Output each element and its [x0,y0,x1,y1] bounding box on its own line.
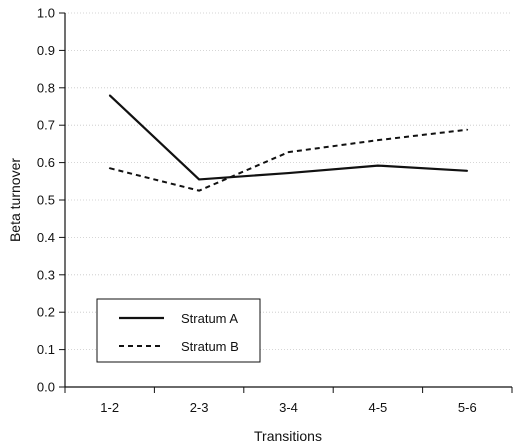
series-line-stratum-b [109,128,468,192]
y-tick-label: 1.0 [37,6,55,21]
y-tick-label: 0.6 [37,155,55,170]
x-tick-label: 5-6 [458,400,477,415]
gridlines [65,12,512,351]
x-tick-label: 4-5 [369,400,388,415]
data-point [108,94,111,97]
legend-label-stratum-a: Stratum A [181,311,238,326]
x-tick-label: 2-3 [190,400,209,415]
y-tick-label: 0.9 [37,43,55,58]
y-tick-label: 0.1 [37,342,55,357]
data-point [466,170,469,172]
y-ticks: 0.0 0.1 0.2 0.3 0.4 0.5 0.6 0.7 0.8 0.9 1.0 [37,6,65,395]
y-tick-label: 0.7 [37,118,55,133]
y-axis-title: Beta turnover [7,158,23,242]
y-tick-label: 0.5 [37,193,55,208]
data-point [198,178,200,181]
data-point [377,164,379,167]
data-point [377,139,379,141]
data-point [108,167,111,170]
legend-label-stratum-b: Stratum B [181,339,239,354]
legend-box [96,298,261,363]
data-point [466,128,469,131]
y-tick-label: 0.3 [37,267,55,282]
x-tick-label: 1-2 [100,400,119,415]
x-ticks: 1-2 2-3 3-4 4-5 5-6 [64,387,513,415]
data-point [287,151,290,153]
data-point [198,189,200,192]
data-point [287,172,290,174]
y-tick-label: 0.4 [37,230,55,245]
x-axis-title: Transitions [254,428,322,444]
y-tick-label: 0.2 [37,305,55,320]
y-tick-label: 0.8 [37,80,55,95]
x-tick-label: 3-4 [279,400,298,415]
y-tick-label: 0.0 [37,380,55,395]
series-lines [108,94,469,192]
series-line-stratum-a [108,94,468,181]
legend: Stratum A Stratum B [96,298,261,363]
